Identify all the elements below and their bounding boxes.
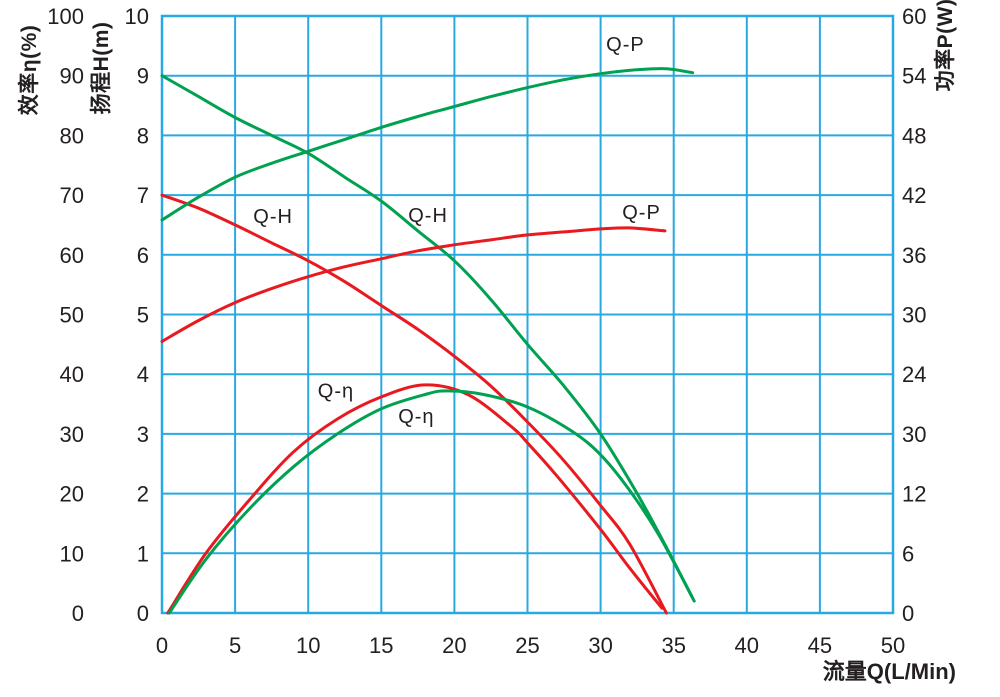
x-axis-tick-label: 0 (156, 633, 168, 658)
x-axis-tick-label: 30 (588, 633, 612, 658)
curve-label-q-eta-red: Q-η (318, 380, 354, 402)
efficiency-axis-tick-label: 60 (60, 243, 84, 268)
power-axis-tick-label: 30 (902, 422, 926, 447)
x-axis-title-flow: 流量Q(L/Min) (822, 659, 956, 684)
head-axis-tick-label: 9 (137, 64, 149, 89)
efficiency-axis-tick-label: 30 (60, 422, 84, 447)
power-axis-tick-label: 0 (902, 601, 914, 626)
head-axis-tick-label: 3 (137, 422, 149, 447)
power-axis-tick-label: 24 (902, 362, 926, 387)
power-axis-tick-label: 6 (902, 541, 914, 566)
grid-lines (161, 15, 894, 614)
x-axis-tick-label: 50 (881, 633, 905, 658)
x-axis-tick-label: 45 (808, 633, 832, 658)
efficiency-axis-tick-label: 90 (60, 64, 84, 89)
curve-label-q-eta-green: Q-η (398, 406, 434, 428)
power-axis-tick-label: 12 (902, 482, 926, 507)
curve-label-q-p-red: Q-P (622, 202, 661, 224)
x-axis-tick-label: 40 (735, 633, 759, 658)
series-curve-q-eta-red (166, 383, 664, 615)
power-axis-tick-label: 42 (902, 183, 926, 208)
x-axis-tick-label: 20 (442, 633, 466, 658)
power-axis-tick-label: 30 (902, 303, 926, 328)
head-axis-tick-label: 2 (137, 482, 149, 507)
series-curve-q-p-red (160, 226, 667, 343)
series-curve-q-eta-green (167, 389, 695, 615)
head-axis-tick-label: 8 (137, 123, 149, 148)
head-axis-tick-label: 6 (137, 243, 149, 268)
power-axis-tick-label: 48 (902, 123, 926, 148)
efficiency-axis-tick-label: 50 (60, 303, 84, 328)
head-axis-tick-label: 7 (137, 183, 149, 208)
efficiency-axis-tick-label: 20 (60, 482, 84, 507)
series-curve-q-h-red (160, 193, 668, 615)
y-axis-title-power: 功率P(W) (934, 0, 957, 92)
power-axis-tick-label: 60 (902, 4, 926, 29)
series-curve-q-p-green (160, 67, 695, 222)
efficiency-axis-tick-label: 10 (60, 541, 84, 566)
power-axis-tick-label: 54 (902, 64, 926, 89)
x-axis-tick-label: 10 (296, 633, 320, 658)
x-axis-tick-label: 5 (229, 633, 241, 658)
efficiency-axis-tick-label: 0 (72, 601, 84, 626)
efficiency-axis-tick-label: 40 (60, 362, 84, 387)
head-axis-tick-label: 10 (125, 4, 149, 29)
curve-label-q-h-green: Q-H (408, 205, 448, 227)
plot-border (160, 14, 895, 615)
head-axis-tick-label: 0 (137, 601, 149, 626)
efficiency-axis-tick-label: 70 (60, 183, 84, 208)
head-axis-tick-label: 5 (137, 303, 149, 328)
head-axis-tick-label: 4 (137, 362, 149, 387)
y-axis-title-efficiency: 效率η(%) (18, 24, 41, 116)
x-axis-tick-label: 25 (515, 633, 539, 658)
efficiency-axis-tick-label: 100 (47, 4, 84, 29)
curve-label-q-p-green: Q-P (606, 34, 645, 56)
x-axis-tick-label: 15 (369, 633, 393, 658)
power-axis-tick-label: 36 (902, 243, 926, 268)
x-axis-tick-label: 35 (661, 633, 685, 658)
y-axis-title-head: 扬程H(m) (90, 21, 113, 115)
efficiency-axis-tick-label: 80 (60, 123, 84, 148)
curve-label-q-h-red: Q-H (253, 206, 293, 228)
head-axis-tick-label: 1 (137, 541, 149, 566)
